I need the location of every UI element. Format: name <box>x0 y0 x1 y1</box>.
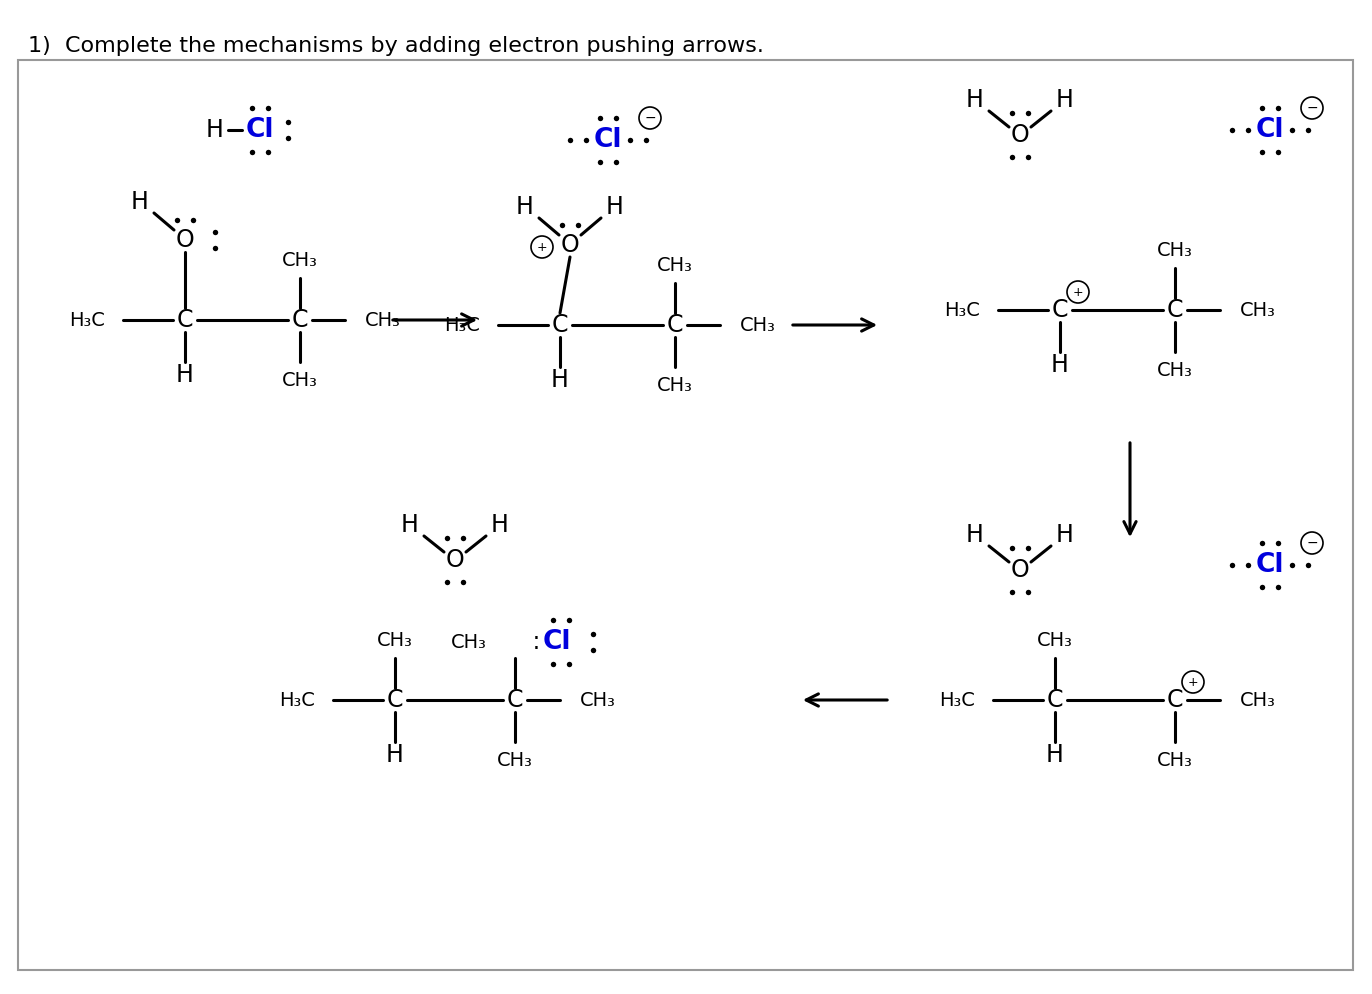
Text: Cl: Cl <box>1255 552 1284 578</box>
Text: C: C <box>1166 688 1183 712</box>
Text: 1)  Complete the mechanisms by adding electron pushing arrows.: 1) Complete the mechanisms by adding ele… <box>27 36 764 56</box>
Text: H: H <box>206 118 224 142</box>
Text: :: : <box>525 630 541 654</box>
Text: CH₃: CH₃ <box>451 632 487 651</box>
Text: H₃C: H₃C <box>938 691 975 710</box>
Text: CH₃: CH₃ <box>283 250 318 269</box>
Text: H: H <box>176 363 193 387</box>
Text: C: C <box>1047 688 1063 712</box>
Text: H: H <box>132 190 150 214</box>
Text: O: O <box>446 548 464 572</box>
Text: O: O <box>561 233 579 257</box>
Text: C: C <box>292 308 309 332</box>
Text: CH₃: CH₃ <box>1157 361 1192 380</box>
Text: H: H <box>491 513 509 537</box>
Text: −: − <box>1306 536 1318 550</box>
Text: H₃C: H₃C <box>279 691 316 710</box>
Text: H: H <box>966 523 984 547</box>
Text: CH₃: CH₃ <box>1157 241 1192 259</box>
Text: CH₃: CH₃ <box>740 315 777 335</box>
Text: O: O <box>1011 558 1029 582</box>
Text: +: + <box>1188 676 1198 689</box>
Text: H: H <box>1045 743 1063 767</box>
Text: C: C <box>667 313 683 337</box>
Text: O: O <box>1011 123 1029 147</box>
Text: CH₃: CH₃ <box>365 310 401 329</box>
Text: Cl: Cl <box>594 127 623 153</box>
Text: C: C <box>387 688 403 712</box>
Text: CH₃: CH₃ <box>657 376 693 395</box>
Text: +: + <box>1073 285 1084 298</box>
Text: CH₃: CH₃ <box>1240 300 1276 319</box>
Text: C: C <box>1166 298 1183 322</box>
Text: CH₃: CH₃ <box>497 750 532 769</box>
Text: H₃C: H₃C <box>445 315 480 335</box>
Text: CH₃: CH₃ <box>1037 630 1073 649</box>
Text: H: H <box>552 368 569 392</box>
Text: H: H <box>401 513 418 537</box>
Text: +: + <box>536 241 547 253</box>
Text: H₃C: H₃C <box>944 300 980 319</box>
Text: C: C <box>1052 298 1069 322</box>
Text: CH₃: CH₃ <box>580 691 616 710</box>
Text: Cl: Cl <box>246 117 274 143</box>
Text: C: C <box>177 308 193 332</box>
Text: −: − <box>645 111 656 125</box>
Text: O: O <box>176 228 195 252</box>
Text: Cl: Cl <box>543 629 572 655</box>
Text: −: − <box>1306 101 1318 115</box>
Text: CH₃: CH₃ <box>283 371 318 390</box>
Text: H: H <box>516 195 534 219</box>
Text: CH₃: CH₃ <box>1240 691 1276 710</box>
Text: H: H <box>1051 353 1069 377</box>
Text: H: H <box>1056 523 1074 547</box>
Text: H: H <box>606 195 624 219</box>
Text: Cl: Cl <box>1255 117 1284 143</box>
Text: CH₃: CH₃ <box>377 630 413 649</box>
Text: CH₃: CH₃ <box>1157 750 1192 769</box>
Text: H₃C: H₃C <box>69 310 106 329</box>
Text: H: H <box>966 88 984 112</box>
Text: C: C <box>506 688 523 712</box>
Text: H: H <box>1056 88 1074 112</box>
Text: CH₃: CH₃ <box>657 255 693 274</box>
Text: H: H <box>386 743 403 767</box>
Text: C: C <box>552 313 568 337</box>
